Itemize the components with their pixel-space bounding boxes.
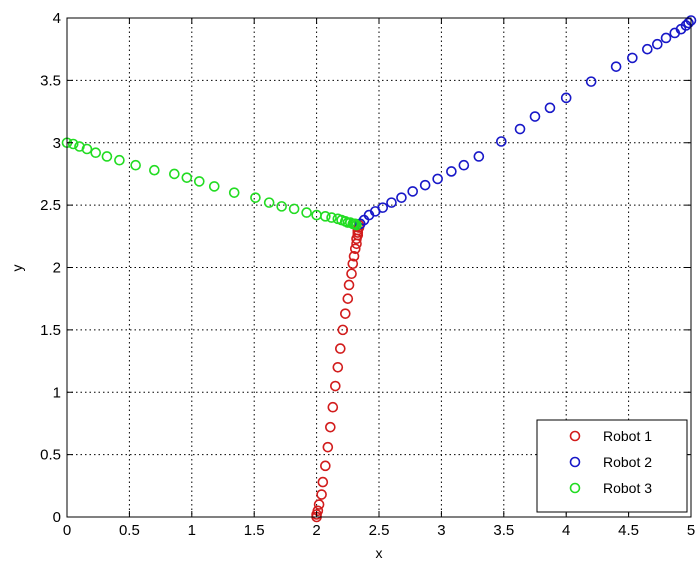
data-point <box>432 173 443 185</box>
data-point <box>67 138 79 150</box>
y-tick-label: 2 <box>53 260 61 277</box>
data-point <box>263 197 275 208</box>
data-point <box>114 154 125 166</box>
data-point <box>327 401 339 413</box>
data-point <box>317 476 329 488</box>
y-tick-label: 1.5 <box>40 322 61 339</box>
data-point <box>90 147 102 159</box>
data-point <box>514 123 526 135</box>
data-point <box>652 38 663 50</box>
data-point <box>193 176 205 187</box>
data-point <box>181 172 193 183</box>
data-point <box>473 151 485 162</box>
x-tick-label: 1.5 <box>244 522 265 539</box>
y-axis-label: y <box>9 265 25 272</box>
data-point <box>81 143 93 155</box>
legend-marker <box>569 456 581 468</box>
data-point <box>585 76 597 87</box>
data-point <box>458 159 470 171</box>
data-point <box>316 489 327 500</box>
data-point <box>312 505 324 517</box>
x-tick-label: 1 <box>188 522 196 539</box>
data-point <box>330 380 341 392</box>
data-point <box>560 92 572 104</box>
legend-marker <box>569 482 581 494</box>
data-point <box>325 421 336 433</box>
data-point <box>250 192 261 203</box>
y-tick-label: 0 <box>53 509 61 526</box>
data-point <box>322 441 334 453</box>
y-tick-label: 3 <box>53 135 61 152</box>
data-point <box>349 243 361 255</box>
tick-labels: 0 0.5 1 1.5 2 2.5 3 3.5 4 4.5 5 0 0.5 1 1.5 2 2.5 3 3.5 4 <box>40 10 695 539</box>
x-tick-label: 3.5 <box>493 522 514 539</box>
data-point <box>346 268 357 280</box>
x-tick-label: 0 <box>63 522 71 539</box>
x-tick-label: 4.5 <box>618 522 639 539</box>
data-point <box>276 201 287 212</box>
data-point <box>496 136 507 147</box>
series-layer <box>61 15 697 523</box>
data-point <box>529 111 541 122</box>
data-point <box>301 207 312 218</box>
data-point <box>320 211 331 222</box>
x-tick-label: 0.5 <box>119 522 140 539</box>
data-point <box>149 164 160 176</box>
data-point <box>326 212 337 223</box>
legend-box <box>536 419 688 513</box>
x-tick-label: 3 <box>437 522 445 539</box>
data-point <box>660 32 672 44</box>
data-point <box>351 219 362 231</box>
data-point <box>332 361 344 373</box>
data-point <box>377 202 389 213</box>
data-point <box>407 186 418 197</box>
ticks <box>66 17 692 518</box>
data-point <box>320 460 331 472</box>
data-point <box>642 43 653 55</box>
data-point <box>169 168 180 180</box>
data-point <box>208 181 220 192</box>
data-point <box>74 141 85 152</box>
series-robot-2 <box>354 15 697 230</box>
x-tick-label: 2 <box>312 522 320 539</box>
data-point <box>386 197 397 208</box>
legend-label: Robot 3 <box>603 480 652 496</box>
data-point <box>544 102 556 114</box>
data-point <box>396 192 407 203</box>
data-point <box>343 279 355 291</box>
data-point <box>101 151 113 162</box>
data-point <box>288 203 300 215</box>
data-point <box>130 159 141 171</box>
data-point <box>347 258 359 270</box>
x-tick-label: 2.5 <box>369 522 390 539</box>
data-point <box>340 308 351 319</box>
data-point <box>342 293 354 304</box>
x-axis-label: x <box>376 545 383 561</box>
legend-marker <box>569 430 581 442</box>
y-tick-label: 1 <box>53 384 61 401</box>
data-point <box>610 61 622 72</box>
legend-label: Robot 2 <box>603 454 652 470</box>
data-point <box>446 166 457 177</box>
y-tick-label: 3.5 <box>40 72 61 89</box>
legend: Robot 1 Robot 2 Robot 3 <box>536 419 688 513</box>
data-point <box>337 324 349 336</box>
x-tick-label: 4 <box>562 522 570 539</box>
data-point <box>627 52 638 64</box>
legend-label: Robot 1 <box>603 428 652 444</box>
data-point <box>335 343 346 354</box>
y-tick-label: 4 <box>53 10 61 27</box>
data-point <box>349 218 361 230</box>
data-point <box>419 179 431 191</box>
data-point <box>348 250 360 262</box>
y-tick-label: 2.5 <box>40 197 61 214</box>
data-point <box>228 187 240 198</box>
x-tick-label: 5 <box>687 522 695 539</box>
y-tick-label: 0.5 <box>40 447 61 464</box>
data-point <box>313 499 325 510</box>
